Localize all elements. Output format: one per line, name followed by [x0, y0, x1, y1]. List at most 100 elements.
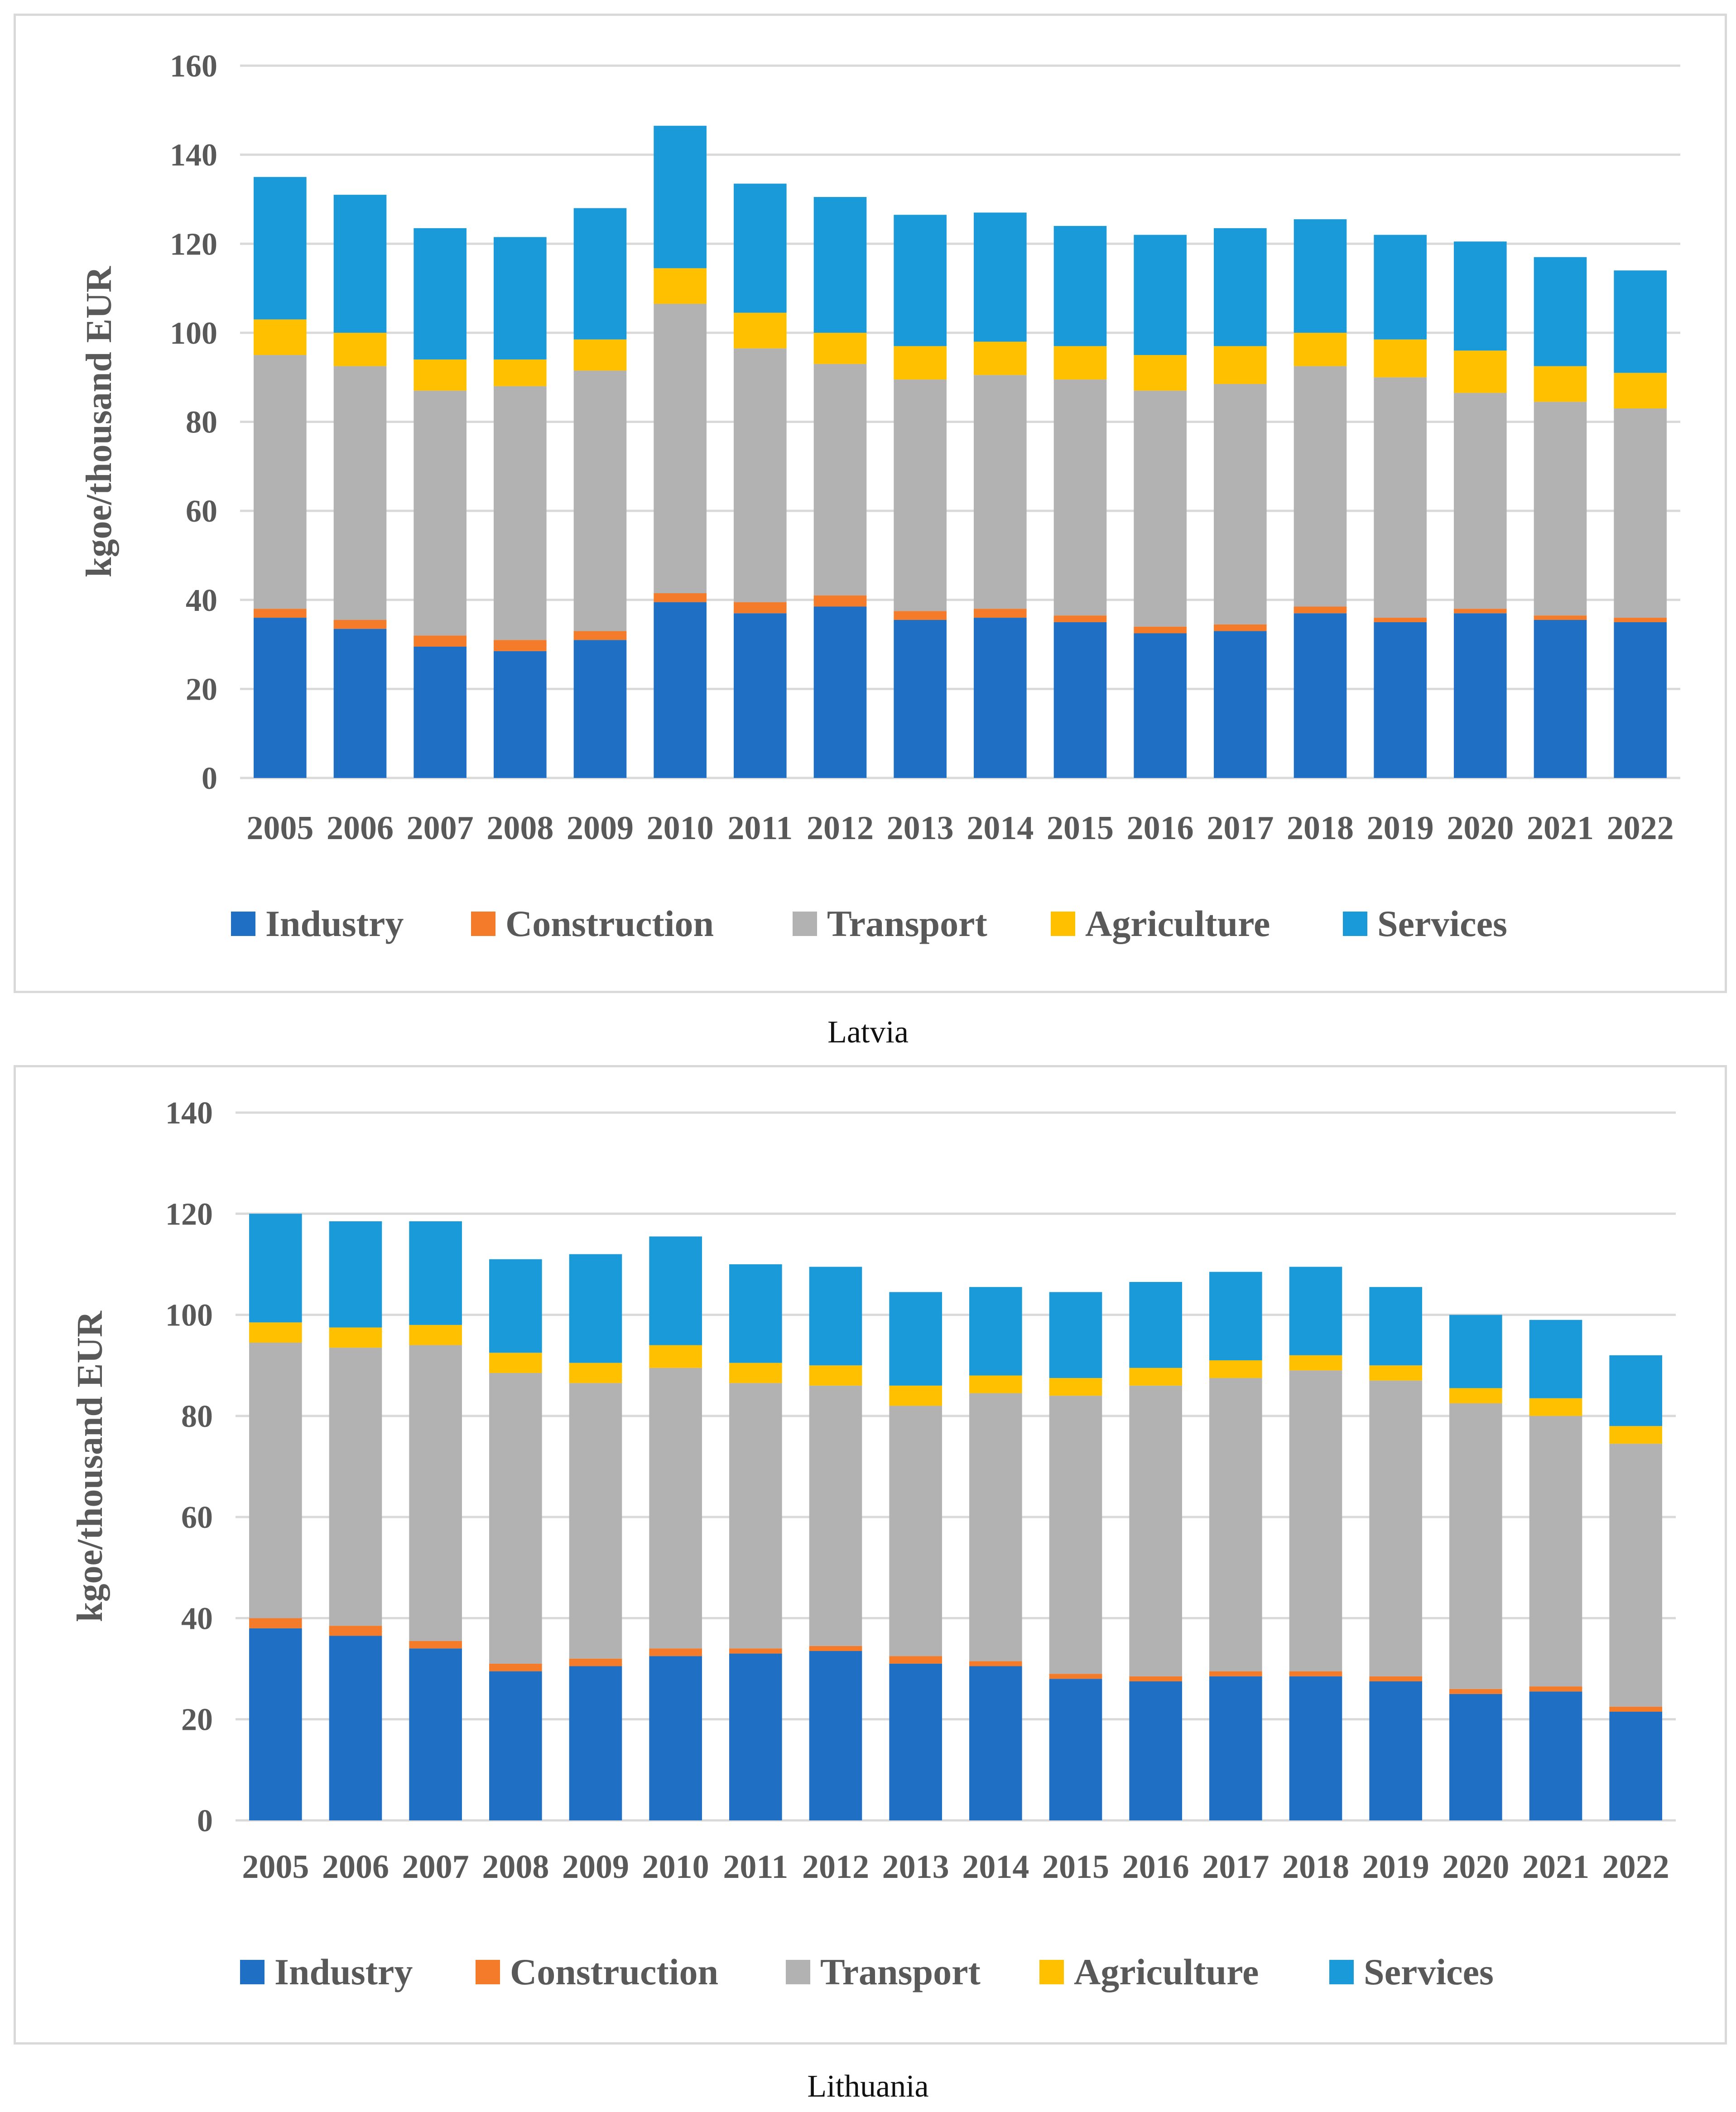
- bar-industry-2019: [1369, 1681, 1422, 1820]
- bar-industry-2011: [729, 1653, 782, 1820]
- y-tick-label: 40: [186, 583, 217, 618]
- bar-construction-2015: [1049, 1674, 1102, 1679]
- x-tick-label: 2015: [1047, 810, 1114, 847]
- bar-industry-2017: [1209, 1676, 1262, 1820]
- bar-transport-2010: [654, 303, 707, 594]
- x-tick-label: 2010: [642, 1848, 709, 1886]
- bar-agriculture-2010: [654, 268, 707, 304]
- bar-agriculture-2006: [333, 332, 387, 366]
- bar-construction-2020: [1454, 609, 1507, 614]
- bar-construction-2021: [1534, 615, 1587, 620]
- bar-agriculture-2017: [1214, 346, 1267, 384]
- bar-services-2016: [1134, 235, 1187, 355]
- bar-services-2008: [489, 1259, 542, 1353]
- y-tick-label: 80: [186, 405, 217, 440]
- bar-construction-2017: [1209, 1671, 1262, 1676]
- bar-services-2005: [249, 1214, 302, 1323]
- bar-services-2021: [1529, 1320, 1582, 1398]
- bar-construction-2013: [889, 1656, 942, 1664]
- bar-construction-2007: [409, 1641, 462, 1649]
- bar-agriculture-2011: [734, 312, 787, 349]
- y-tick-label: 20: [181, 1703, 213, 1738]
- bar-construction-2017: [1214, 624, 1267, 631]
- bar-construction-2008: [489, 1663, 542, 1671]
- bar-construction-2006: [329, 1626, 382, 1636]
- legend-swatch-construction: [471, 912, 495, 936]
- bar-transport-2017: [1209, 1378, 1262, 1671]
- legend-swatch-services: [1343, 912, 1367, 936]
- bar-industry-2022: [1609, 1711, 1662, 1820]
- bar-industry-2008: [494, 651, 547, 778]
- x-tick-label: 2022: [1602, 1848, 1669, 1886]
- bar-agriculture-2009: [569, 1363, 622, 1383]
- bar-transport-2006: [329, 1348, 382, 1626]
- bar-services-2009: [573, 208, 627, 340]
- bar-construction-2011: [734, 602, 787, 614]
- bar-agriculture-2008: [494, 359, 547, 386]
- y-tick-label: 60: [181, 1500, 213, 1535]
- bar-industry-2021: [1534, 619, 1587, 778]
- bar-construction-2009: [569, 1658, 622, 1666]
- bar-services-2013: [894, 215, 947, 346]
- bar-services-2012: [809, 1267, 862, 1366]
- legend-label-services: Services: [1364, 1951, 1494, 1992]
- bar-industry-2016: [1134, 633, 1187, 778]
- bar-agriculture-2014: [969, 1375, 1022, 1393]
- bar-transport-2014: [969, 1393, 1022, 1661]
- bar-industry-2014: [969, 1666, 1022, 1820]
- bar-agriculture-2019: [1374, 339, 1427, 378]
- bar-agriculture-2017: [1209, 1360, 1262, 1378]
- bar-transport-2012: [809, 1385, 862, 1646]
- bar-industry-2013: [889, 1663, 942, 1820]
- y-axis-title: kgoe/thousand EUR: [79, 266, 119, 577]
- x-tick-label: 2011: [723, 1848, 788, 1886]
- bar-services-2021: [1534, 257, 1587, 366]
- bar-services-2015: [1049, 1292, 1102, 1378]
- bar-agriculture-2006: [329, 1327, 382, 1348]
- bar-transport-2019: [1374, 377, 1427, 618]
- x-tick-label: 2016: [1127, 810, 1194, 847]
- bar-services-2005: [254, 177, 307, 320]
- bar-agriculture-2005: [249, 1322, 302, 1343]
- legend-label-agriculture: Agriculture: [1085, 903, 1270, 944]
- x-tick-label: 2020: [1447, 810, 1514, 847]
- x-tick-label: 2018: [1287, 810, 1354, 847]
- bar-services-2019: [1374, 235, 1427, 340]
- bar-services-2014: [974, 212, 1027, 342]
- bar-construction-2022: [1609, 1706, 1662, 1712]
- bar-agriculture-2018: [1294, 332, 1347, 366]
- legend-label-construction: Construction: [510, 1951, 718, 1992]
- bar-agriculture-2015: [1053, 346, 1107, 380]
- x-tick-label: 2013: [882, 1848, 949, 1886]
- chart-panel-latvia: 0 20 40 60 80 100 120 140 160 kgoe/thousand EUR 20…: [14, 14, 1727, 993]
- legend-label-agriculture: Agriculture: [1074, 1951, 1259, 1992]
- y-tick-label: 100: [170, 316, 217, 351]
- bar-industry-2009: [573, 640, 627, 778]
- y-tick-label: 140: [165, 1096, 213, 1131]
- bar-construction-2021: [1529, 1686, 1582, 1692]
- legend-swatch-industry: [240, 1960, 264, 1984]
- x-tick-label: 2006: [322, 1848, 389, 1886]
- x-tick-label: 2007: [402, 1848, 469, 1886]
- bar-services-2006: [329, 1221, 382, 1328]
- bar-industry-2005: [254, 618, 307, 778]
- bar-industry-2016: [1129, 1681, 1182, 1820]
- bar-services-2011: [734, 183, 787, 313]
- bar-industry-2010: [649, 1656, 702, 1820]
- bar-services-2008: [494, 237, 547, 360]
- legend-label-transport: Transport: [827, 903, 987, 944]
- y-tick-label: 80: [181, 1399, 213, 1434]
- bar-industry-2020: [1449, 1694, 1502, 1820]
- bar-agriculture-2011: [729, 1363, 782, 1383]
- bar-services-2019: [1369, 1287, 1422, 1366]
- bar-construction-2018: [1294, 606, 1347, 614]
- x-tick-label: 2005: [246, 810, 313, 847]
- x-tick-label: 2013: [887, 810, 954, 847]
- bar-industry-2006: [333, 629, 387, 778]
- bar-agriculture-2018: [1289, 1355, 1342, 1371]
- bar-agriculture-2007: [409, 1325, 462, 1345]
- bar-transport-2012: [813, 364, 867, 595]
- bar-services-2016: [1129, 1282, 1182, 1368]
- bar-transport-2013: [889, 1406, 942, 1656]
- bar-transport-2009: [573, 370, 627, 631]
